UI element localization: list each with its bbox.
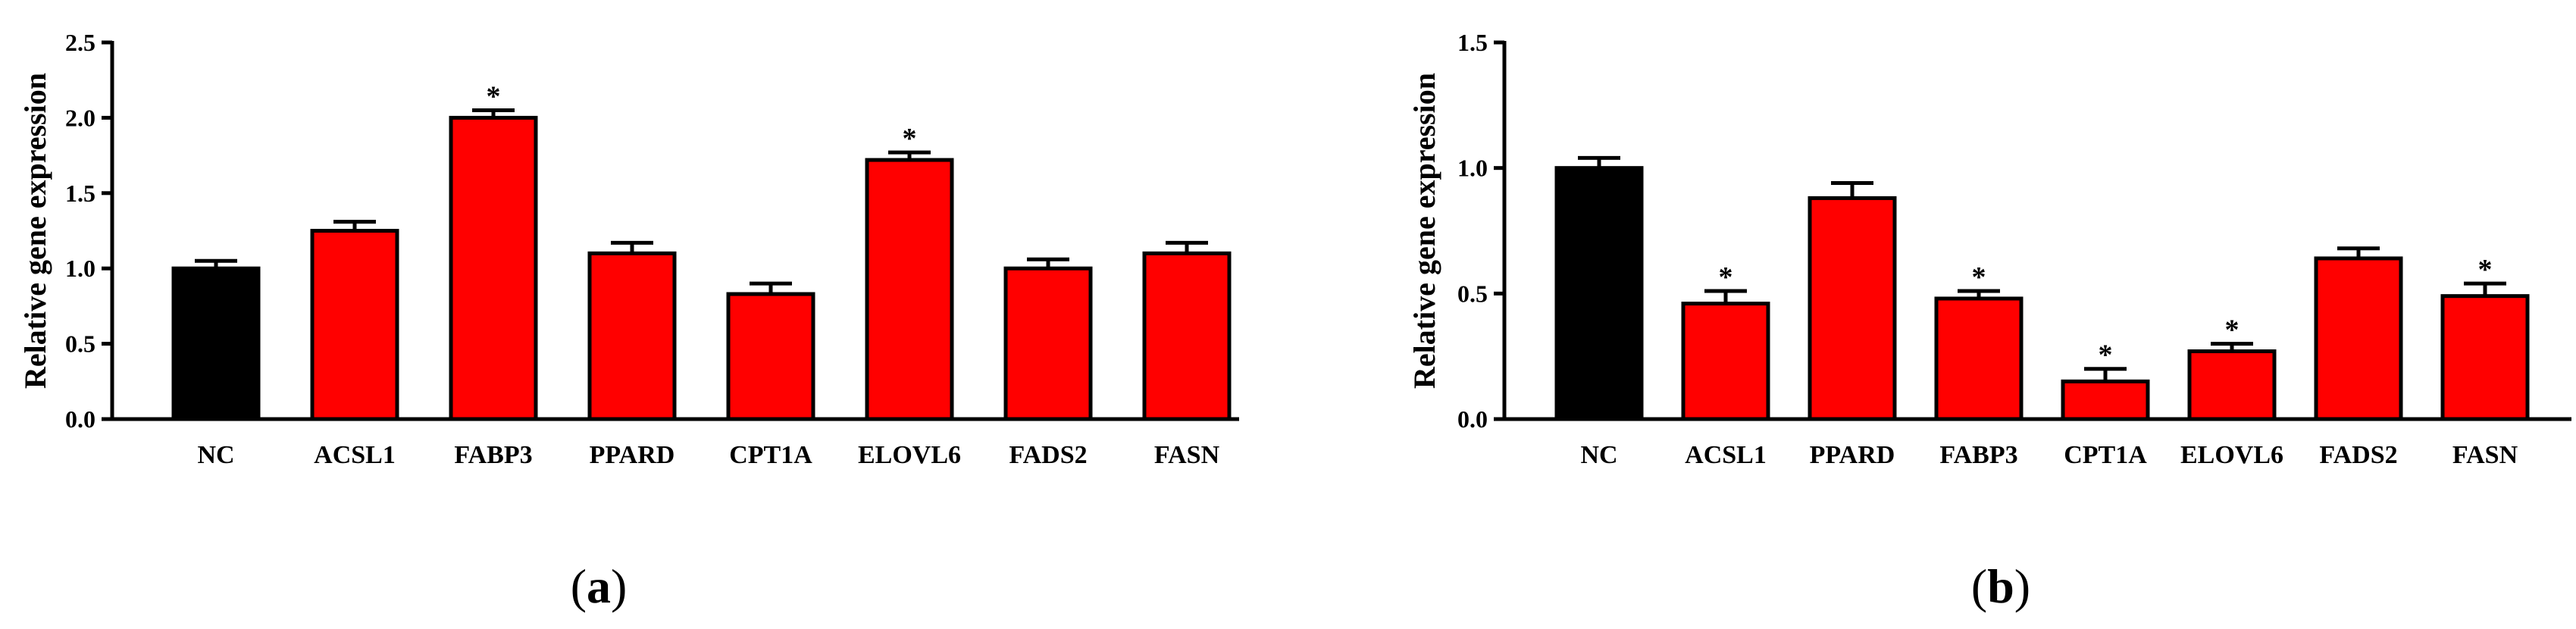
bar-ppard [1808, 196, 1897, 421]
chart-panel-b: 0.0 0.5 1.0 1.5 Relative gene expression NC AC… [1407, 29, 2571, 613]
bar-cpt1a [2061, 379, 2150, 421]
bar-nc [171, 266, 261, 421]
x-tick-label: CPT1A [2064, 441, 2147, 469]
y-tick-label: 2.0 [65, 104, 95, 131]
x-tick-label: FABP3 [454, 441, 532, 469]
x-tick-label: ELOVL6 [858, 441, 961, 469]
y-axis-title: Relative gene expression [1407, 73, 1441, 389]
y-tick-label: 0.0 [65, 405, 95, 433]
x-tick-label: FABP3 [1939, 441, 2017, 469]
bar-elovl6 [865, 158, 954, 421]
significance-marker: * [1972, 261, 1986, 293]
y-tick-label: 1.5 [65, 180, 95, 207]
x-tick-label: FASN [2452, 441, 2518, 469]
significance-marker: * [1719, 261, 1733, 293]
bar-fads2 [2314, 256, 2403, 421]
bar-ppard [587, 251, 677, 421]
bar-fads2 [1003, 266, 1093, 421]
y-tick-label: 1.5 [1457, 29, 1488, 56]
x-tick-label: ELOVL6 [2180, 441, 2283, 469]
significance-marker: * [487, 80, 501, 112]
x-tick-label: FADS2 [1009, 441, 1087, 469]
significance-marker: * [903, 123, 917, 155]
x-tick-label: FASN [1154, 441, 1220, 469]
significance-marker: * [2225, 314, 2240, 346]
bar-nc [1554, 166, 1644, 421]
x-tick-label: FADS2 [2319, 441, 2397, 469]
y-axis-title: Relative gene expression [18, 73, 52, 389]
y-tick-label: 0.0 [1457, 405, 1488, 433]
y-tick-label: 2.5 [65, 29, 95, 56]
bar-fasn [2440, 294, 2530, 421]
x-tick-label: NC [197, 441, 234, 469]
bar-fabp3 [1934, 296, 2024, 421]
bar-fabp3 [449, 115, 538, 421]
y-tick-label: 0.5 [1457, 280, 1488, 307]
x-tick-label: NC [1580, 441, 1617, 469]
y-tick-label: 0.5 [65, 330, 95, 358]
panel-label: (b) [1971, 559, 2030, 613]
x-tick-label: CPT1A [729, 441, 812, 469]
x-tick-label: ACSL1 [1685, 441, 1767, 469]
y-tick-label: 1.0 [65, 255, 95, 282]
panel-label: (a) [571, 559, 628, 613]
x-tick-label: PPARD [1810, 441, 1895, 469]
bar-acsl1 [1681, 302, 1770, 421]
bar-fasn [1142, 251, 1232, 421]
bar-elovl6 [2187, 349, 2277, 421]
bar-cpt1a [726, 292, 815, 421]
y-tick-label: 1.0 [1457, 155, 1488, 182]
significance-marker: * [2099, 340, 2113, 371]
bar-acsl1 [310, 229, 399, 421]
x-tick-label: PPARD [590, 441, 675, 469]
significance-marker: * [2478, 254, 2493, 286]
x-tick-label: ACSL1 [314, 441, 396, 469]
chart-panel-a: 0.0 0.5 1.0 1.5 2.0 2.5 Relative gene expressi… [18, 29, 1239, 613]
